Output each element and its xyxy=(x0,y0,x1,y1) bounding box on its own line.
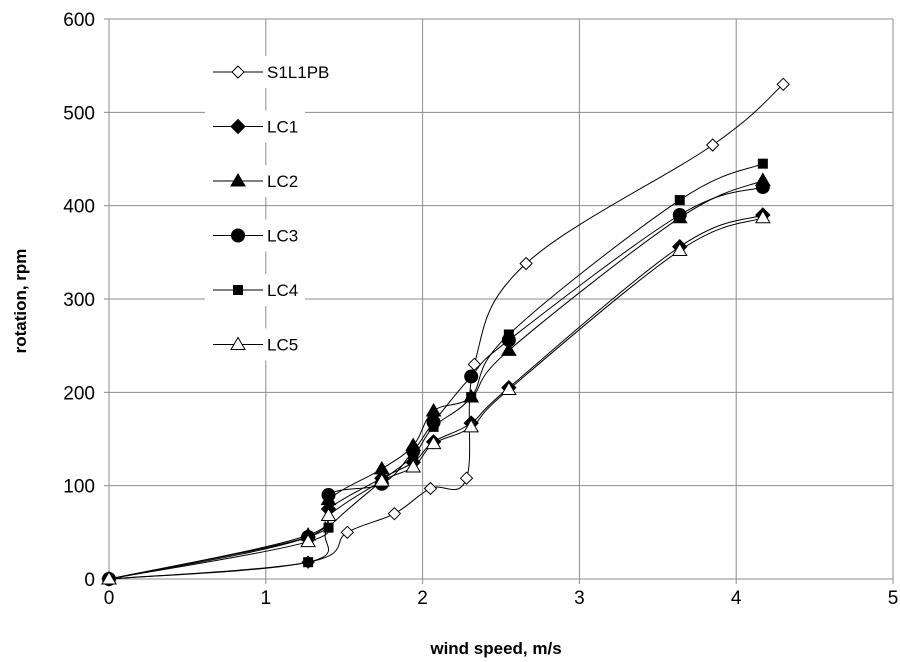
data-point xyxy=(428,421,439,432)
legend-marker xyxy=(230,336,246,350)
data-point xyxy=(323,522,334,533)
legend-item: LC5 xyxy=(205,328,305,361)
data-point xyxy=(503,329,514,340)
data-point xyxy=(755,180,770,194)
y-tick-label: 300 xyxy=(63,290,95,311)
legend-marker xyxy=(233,285,243,295)
y-tick-label: 600 xyxy=(63,10,95,31)
axes: 0 100 200 300 400 500 600 0 1 2 3 4 5 xyxy=(63,10,898,609)
y-axis-title: rotation, rpm xyxy=(11,249,30,354)
data-point xyxy=(757,158,768,169)
data-point xyxy=(300,533,317,548)
x-tick-label: 4 xyxy=(731,588,742,609)
y-tick-label: 400 xyxy=(63,197,95,218)
legend-item: LC3 xyxy=(205,219,305,252)
y-tick-label: 200 xyxy=(63,383,95,404)
data-point xyxy=(423,481,438,496)
legend-item: S1L1PB xyxy=(205,56,329,88)
data-point xyxy=(405,459,422,473)
legend-label: LC1 xyxy=(267,118,298,137)
data-point xyxy=(671,242,688,256)
legend-marker xyxy=(230,173,246,187)
x-tick-label: 2 xyxy=(417,588,428,609)
legend-marker xyxy=(230,118,246,135)
legend-label: LC3 xyxy=(267,227,298,246)
series-group xyxy=(101,77,790,587)
data-point xyxy=(321,488,336,502)
x-tick-label: 1 xyxy=(261,588,272,609)
data-point xyxy=(754,209,771,224)
data-point xyxy=(464,369,479,384)
legend-marker xyxy=(231,228,245,243)
legend-item: LC2 xyxy=(205,165,305,197)
x-tick-label: 0 xyxy=(104,588,115,609)
legend-label: LC5 xyxy=(267,336,298,355)
data-point xyxy=(373,473,390,487)
data-point xyxy=(674,195,685,206)
data-point xyxy=(776,77,790,92)
data-point xyxy=(500,381,517,396)
x-tick-label: 3 xyxy=(574,588,585,609)
y-tick-label: 500 xyxy=(63,103,95,124)
y-tick-label: 0 xyxy=(84,570,95,591)
legend-item: LC1 xyxy=(205,110,305,143)
data-point xyxy=(500,342,517,356)
data-point xyxy=(459,471,474,485)
data-point xyxy=(463,418,480,433)
legend-label: LC4 xyxy=(267,281,298,300)
data-point xyxy=(303,557,314,568)
data-point xyxy=(705,138,720,152)
data-point xyxy=(408,450,419,461)
data-point xyxy=(320,507,337,522)
data-point xyxy=(340,525,355,540)
x-axis-title: wind speed, m/s xyxy=(429,639,561,658)
data-point xyxy=(101,571,117,585)
data-point xyxy=(519,256,533,271)
data-point xyxy=(672,208,687,222)
legend-label: S1L1PB xyxy=(267,63,329,82)
data-point xyxy=(387,506,402,521)
y-tick-label: 100 xyxy=(63,477,95,498)
legend: S1L1PB LC1 LC2 LC3 LC4 LC5 xyxy=(205,56,329,361)
series-lc5 xyxy=(101,209,771,585)
legend-item: LC4 xyxy=(205,274,305,306)
x-tick-label: 5 xyxy=(888,588,899,609)
data-point xyxy=(466,392,477,402)
legend-marker xyxy=(231,65,245,79)
legend-label: LC2 xyxy=(267,172,298,191)
data-point xyxy=(425,435,442,450)
